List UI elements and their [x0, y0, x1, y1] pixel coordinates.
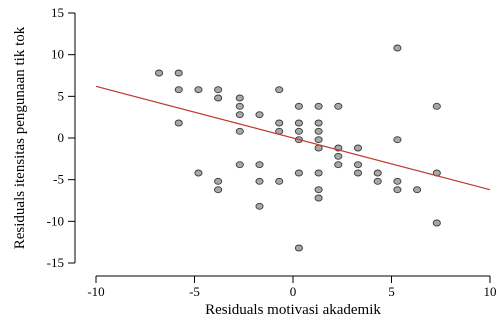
y-tick-label: 5	[58, 88, 65, 103]
data-point	[334, 161, 343, 169]
data-point	[314, 186, 323, 194]
data-point	[255, 177, 264, 185]
y-tick-label: 15	[51, 5, 64, 20]
data-point	[393, 44, 402, 52]
x-tick-label: -10	[87, 284, 104, 299]
data-point	[235, 94, 244, 102]
data-point	[314, 136, 323, 144]
data-point	[174, 86, 183, 94]
data-point	[294, 244, 303, 252]
data-point	[255, 111, 264, 119]
data-point	[174, 119, 183, 127]
data-point	[255, 161, 264, 169]
data-point	[432, 219, 441, 227]
x-axis-title: Residuals motivasi akademik	[205, 302, 381, 318]
data-point	[294, 119, 303, 127]
data-point	[334, 152, 343, 160]
data-point	[275, 86, 284, 94]
data-point	[393, 136, 402, 144]
x-tick-label: -5	[189, 284, 200, 299]
data-point	[353, 161, 363, 169]
data-point	[334, 102, 343, 110]
data-point	[174, 69, 183, 77]
data-point	[214, 94, 223, 102]
data-point	[214, 177, 223, 185]
data-point	[294, 127, 303, 135]
data-point	[314, 194, 323, 202]
x-ticks: -10 -5 0 5 10	[87, 276, 497, 299]
data-point	[373, 169, 382, 177]
y-tick-label: 0	[58, 130, 65, 145]
data-point	[393, 177, 402, 185]
y-tick-label: -5	[53, 172, 64, 187]
data-point	[194, 169, 203, 177]
data-point	[154, 69, 164, 77]
y-axis-title: Residuals itensitas pengunaan tik tok	[12, 26, 28, 249]
data-point	[413, 186, 422, 194]
x-tick-label: 5	[388, 284, 395, 299]
y-tick-label: 10	[51, 47, 64, 62]
data-points	[154, 44, 441, 252]
data-point	[294, 102, 303, 110]
x-tick-label: 0	[290, 284, 297, 299]
data-point	[235, 127, 244, 135]
data-point	[314, 102, 323, 110]
data-point	[255, 202, 264, 210]
data-point	[314, 169, 323, 177]
regression-line	[95, 85, 491, 191]
data-point	[314, 119, 323, 127]
data-point	[294, 169, 303, 177]
data-point	[214, 86, 223, 94]
data-point	[214, 186, 223, 194]
data-point	[235, 102, 244, 110]
data-point	[194, 86, 203, 94]
data-point	[373, 177, 382, 185]
data-point	[314, 127, 323, 135]
y-tick-label: -15	[47, 255, 64, 270]
x-tick-label: 10	[484, 284, 497, 299]
y-tick-label: -10	[47, 213, 64, 228]
data-point	[275, 177, 284, 185]
data-point	[432, 102, 441, 110]
data-point	[353, 144, 363, 152]
axes	[74, 13, 490, 277]
data-point	[235, 111, 244, 119]
y-ticks: -15 -10 -5 0 5 10 15	[47, 5, 75, 270]
data-point	[353, 169, 363, 177]
data-point	[235, 161, 244, 169]
data-point	[393, 186, 402, 194]
data-point	[275, 119, 284, 127]
